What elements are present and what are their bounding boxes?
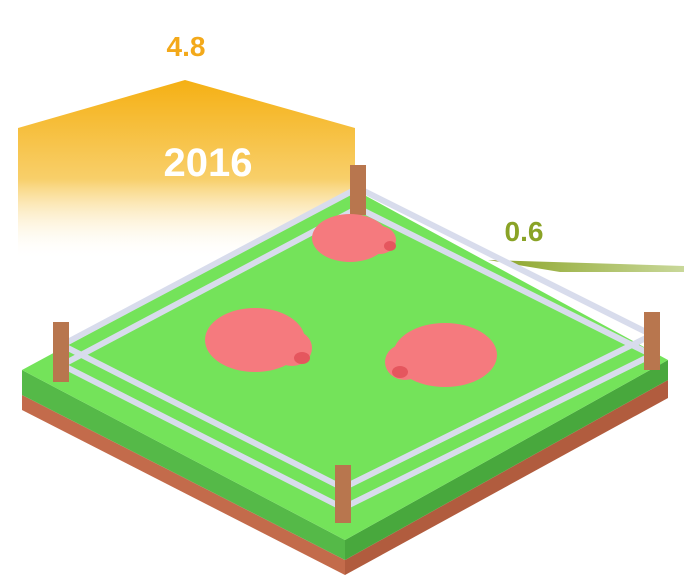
year: 2016 bbox=[164, 141, 253, 185]
right-value: 0.6 bbox=[505, 216, 544, 247]
page: 4.8 2016 0.6 (() => { const data = JSON.… bbox=[0, 0, 684, 575]
top-value: 4.8 bbox=[167, 31, 206, 62]
illustration: 4.8 2016 0.6 bbox=[0, 0, 684, 575]
